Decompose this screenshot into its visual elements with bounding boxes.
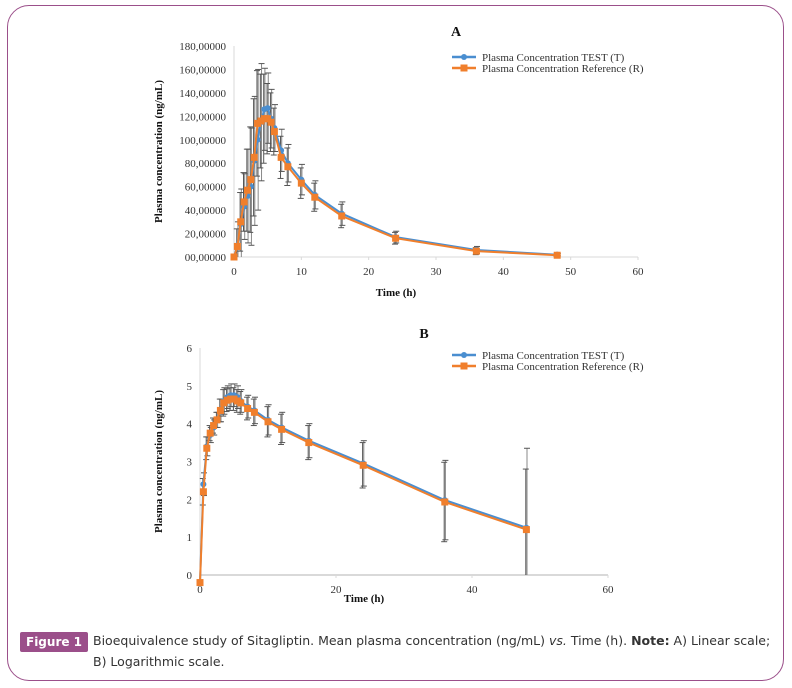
legend-marker-test bbox=[461, 54, 467, 60]
data-point-reference bbox=[196, 579, 204, 587]
data-point-reference bbox=[230, 253, 238, 261]
figure-caption: Bioequivalence study of Sitagliptin. Mea… bbox=[93, 630, 773, 672]
y-tick-label: 100,00000 bbox=[179, 135, 226, 147]
x-tick-label: 30 bbox=[431, 266, 443, 278]
y-axis-title: Plasma concentration (ng/mL) bbox=[153, 390, 165, 533]
data-point-reference bbox=[237, 218, 245, 226]
data-point-reference bbox=[472, 247, 480, 255]
chart-title: A bbox=[451, 25, 462, 40]
x-tick-label: 60 bbox=[603, 584, 615, 596]
figure-badge: Figure 1 bbox=[20, 632, 89, 652]
data-point-reference bbox=[264, 418, 272, 426]
y-tick-label: 2 bbox=[187, 494, 193, 506]
data-point-reference bbox=[297, 179, 305, 187]
legend-marker-reference bbox=[460, 362, 468, 370]
data-point-reference bbox=[267, 118, 275, 126]
y-tick-label: 80,00000 bbox=[185, 158, 227, 170]
chart-panel-a: A 00,00000 20,00000 40,00000 60,00000 80,0000… bbox=[153, 25, 645, 299]
y-tick-label: 140,00000 bbox=[179, 88, 226, 100]
y-tick-label: 3 bbox=[187, 457, 193, 469]
series-line-reference bbox=[199, 398, 527, 583]
y-tick-label: 4 bbox=[187, 419, 193, 431]
x-tick-label: 20 bbox=[331, 584, 343, 596]
data-point-reference bbox=[264, 115, 272, 123]
legend-label: Plasma Concentration TEST (T) bbox=[482, 52, 625, 64]
data-point-reference bbox=[270, 128, 278, 136]
y-tick-label: 160,00000 bbox=[179, 64, 226, 76]
legend-label: Plasma Concentration TEST (T) bbox=[482, 350, 625, 362]
figure-frame bbox=[7, 5, 784, 681]
data-point-reference bbox=[278, 425, 286, 433]
x-tick-label: 50 bbox=[565, 266, 577, 278]
data-point-reference bbox=[284, 163, 292, 171]
y-tick-label: 40,00000 bbox=[185, 205, 227, 217]
data-point-reference bbox=[210, 422, 218, 430]
y-tick-label: 120,00000 bbox=[179, 111, 226, 123]
y-tick-label: 60,00000 bbox=[185, 182, 227, 194]
x-tick-label: 0 bbox=[231, 266, 237, 278]
data-point-reference bbox=[311, 193, 319, 201]
data-point-reference bbox=[213, 416, 221, 424]
data-point-reference bbox=[522, 526, 530, 534]
y-tick-label: 20,00000 bbox=[185, 229, 227, 241]
data-point-reference bbox=[250, 153, 258, 161]
data-point-reference bbox=[277, 153, 285, 161]
legend-label: Plasma Concentration Reference (R) bbox=[482, 361, 644, 373]
data-point-reference bbox=[243, 186, 251, 194]
y-tick-label: 00,00000 bbox=[185, 252, 227, 264]
data-point-reference bbox=[237, 399, 245, 407]
data-point-reference bbox=[233, 242, 241, 250]
data-point-test bbox=[264, 105, 271, 112]
data-point-reference bbox=[244, 405, 252, 413]
series-line-test bbox=[199, 394, 527, 583]
caption-note-text: A) Linear scale; B) Logarithmic scale. bbox=[93, 633, 771, 669]
x-tick-label: 40 bbox=[498, 266, 510, 278]
legend-marker-reference bbox=[460, 64, 468, 72]
caption-note-label: Note: bbox=[631, 633, 670, 648]
caption-main: Bioequivalence study of Sitagliptin. Mea… bbox=[93, 633, 549, 648]
data-point-reference bbox=[392, 234, 400, 242]
data-point-reference bbox=[216, 406, 224, 414]
data-point-reference bbox=[338, 212, 346, 220]
data-point-reference bbox=[247, 176, 255, 184]
x-tick-label: 40 bbox=[467, 584, 479, 596]
caption-after-vs: Time (h). bbox=[566, 633, 632, 648]
data-point-reference bbox=[441, 498, 449, 506]
y-axis-title: Plasma concentration (ng/mL) bbox=[153, 80, 165, 223]
caption-vs: vs. bbox=[549, 633, 567, 648]
data-point-reference bbox=[553, 251, 561, 259]
y-tick-label: 5 bbox=[187, 381, 193, 393]
legend-marker-test bbox=[461, 352, 467, 358]
data-point-reference bbox=[305, 439, 313, 447]
legend-label: Plasma Concentration Reference (R) bbox=[482, 63, 644, 75]
y-tick-label: 6 bbox=[187, 343, 193, 355]
data-point-reference bbox=[250, 408, 258, 416]
data-point-reference bbox=[359, 461, 367, 469]
y-tick-label: 180,00000 bbox=[179, 41, 226, 53]
x-tick-label: 60 bbox=[633, 266, 645, 278]
data-point-reference bbox=[199, 488, 207, 496]
chart-title: B bbox=[419, 327, 428, 342]
x-tick-label: 20 bbox=[363, 266, 375, 278]
x-tick-label: 0 bbox=[197, 584, 203, 596]
data-point-reference bbox=[240, 198, 248, 206]
x-axis-title: Time (h) bbox=[376, 287, 417, 299]
x-tick-label: 10 bbox=[296, 266, 308, 278]
data-point-reference bbox=[206, 429, 214, 437]
data-point-reference bbox=[203, 444, 211, 452]
y-tick-label: 0 bbox=[187, 570, 193, 582]
y-tick-label: 1 bbox=[187, 532, 193, 544]
x-axis-title: Time (h) bbox=[344, 593, 385, 605]
